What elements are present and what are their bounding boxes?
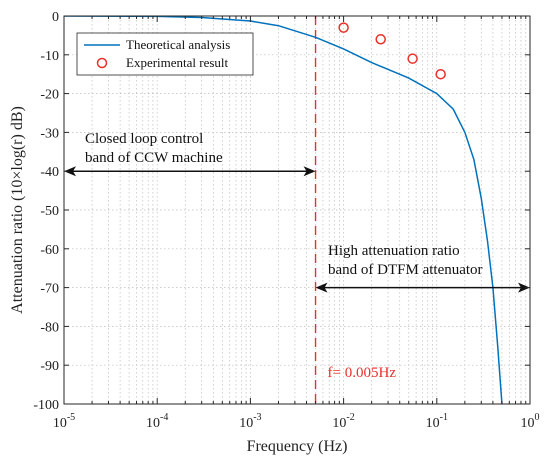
- x-tick-label: 10-3: [239, 412, 261, 431]
- experimental-point: [338, 22, 349, 33]
- annotations-group: Closed loop control band of CCW machine Hi…: [64, 131, 530, 293]
- series-group: [64, 16, 503, 404]
- x-tick-label: 10-5: [53, 412, 75, 431]
- theoretical-curve: [64, 16, 503, 404]
- band-arrow-head-right: [518, 282, 530, 293]
- reference-line-group: f= 0.005Hz: [314, 16, 397, 404]
- experimental-point: [375, 34, 386, 45]
- reference-line-label: f= 0.005Hz: [328, 365, 397, 381]
- grid: [63, 15, 530, 405]
- legend-label-experimental: Experimental result: [126, 55, 229, 70]
- legend-label-theoretical: Theoretical analysis: [126, 37, 230, 52]
- y-tick-label: -40: [40, 165, 59, 180]
- legend-box: [76, 32, 254, 76]
- y-tick-label: -70: [40, 282, 59, 297]
- y-tick-label: -60: [40, 243, 59, 258]
- x-tick-label: 100: [521, 412, 540, 431]
- y-tick-label: 0: [52, 10, 59, 25]
- y-tick-label: -50: [40, 204, 59, 219]
- y-tick-label: -90: [40, 359, 59, 374]
- y-axis-label: Attenuation ratio (10×log(r) dB): [9, 106, 26, 314]
- band-arrow-head-left: [64, 166, 76, 177]
- legend-marker-swatch: [96, 57, 108, 69]
- band-arrow-head-right: [303, 166, 316, 177]
- legend: Theoretical analysis Experimental result: [76, 32, 254, 76]
- y-tick-label: -10: [40, 49, 59, 64]
- x-tick-label: 10-4: [146, 412, 168, 431]
- y-tick-label: -100: [33, 398, 59, 413]
- annotation-high-attenuation-line1: High attenuation ratio: [328, 243, 460, 259]
- y-tick-label: -20: [40, 88, 59, 103]
- annotation-high-attenuation-line2: band of DTFM attenuator: [328, 262, 483, 278]
- experimental-point: [435, 68, 446, 80]
- x-axis-label: Frequency (Hz): [247, 438, 348, 455]
- x-tick-label: 10-2: [332, 412, 354, 431]
- y-tick-label: -30: [40, 126, 59, 141]
- y-tick-label: -80: [40, 320, 59, 335]
- annotation-closed-loop-line1: Closed loop control: [85, 131, 203, 147]
- annotation-closed-loop-line2: band of CCW machine: [85, 150, 223, 166]
- experimental-point: [407, 53, 418, 64]
- x-tick-label: 10-1: [426, 412, 448, 431]
- band-arrow-head-left: [315, 282, 328, 293]
